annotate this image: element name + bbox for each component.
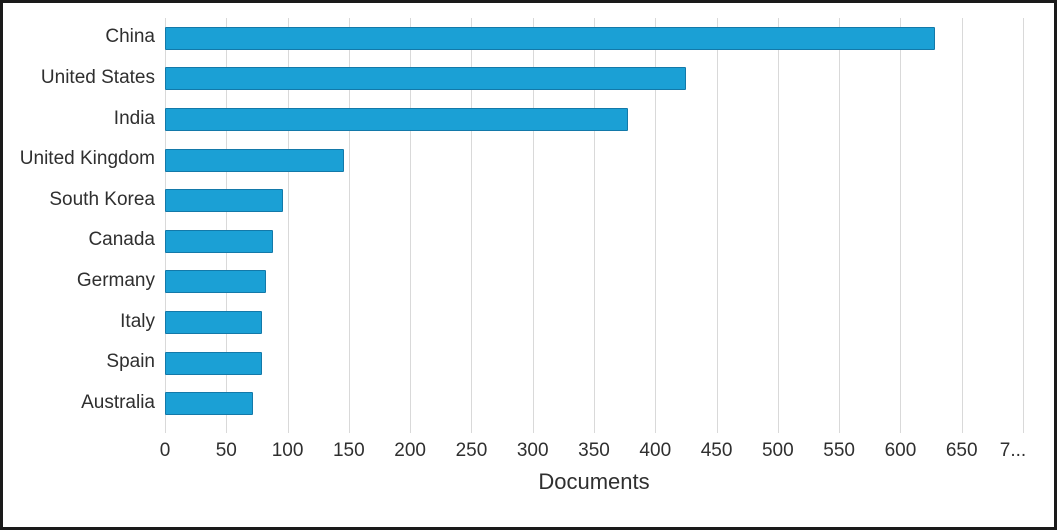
- x-axis-title: Documents: [538, 469, 650, 494]
- category-label: South Korea: [49, 188, 155, 210]
- bar: [165, 229, 273, 253]
- bar: [165, 148, 344, 172]
- x-tick-label: 250: [455, 440, 488, 461]
- gridline: [348, 18, 350, 433]
- category-label: Australia: [81, 391, 155, 413]
- bar: [165, 67, 686, 91]
- x-tick-label: 100: [271, 440, 304, 461]
- gridline: [287, 18, 289, 433]
- x-tick-label: 150: [332, 440, 365, 461]
- category-label: India: [113, 107, 155, 129]
- gridline: [532, 18, 534, 433]
- bar: [165, 108, 629, 131]
- gridline: [655, 18, 657, 433]
- gridline: [226, 18, 228, 433]
- bar: [165, 392, 254, 416]
- bar: [165, 189, 283, 213]
- x-tick-label: 650: [945, 440, 978, 461]
- category-label: Canada: [88, 229, 155, 251]
- x-tick-label: 450: [700, 440, 733, 461]
- bar: [165, 351, 262, 375]
- gridline: [777, 18, 779, 433]
- gridline: [471, 18, 473, 433]
- x-tick-label: 500: [761, 440, 794, 461]
- category-label: Italy: [120, 310, 155, 332]
- plot-area: Documents 0 50 100 150 200 250 300 350 400 450 500…: [3, 3, 1054, 527]
- x-tick-label: 200: [394, 440, 426, 461]
- gridline: [839, 18, 841, 433]
- category-label: United States: [40, 66, 155, 88]
- gridline: [716, 18, 718, 433]
- gridline: [165, 18, 166, 433]
- bar: [165, 26, 935, 50]
- x-tick-label: 600: [884, 440, 917, 461]
- category-label: Germany: [76, 269, 155, 291]
- x-tick-label: 350: [578, 440, 610, 461]
- x-tick-label: 7...: [999, 440, 1027, 461]
- x-tick-label: 550: [823, 440, 855, 461]
- x-tick-label: 300: [516, 440, 549, 461]
- x-tick-label: 50: [215, 440, 237, 461]
- gridline: [410, 18, 412, 433]
- gridline: [961, 18, 963, 433]
- bar: [165, 311, 262, 334]
- x-tick-label: 0: [159, 440, 171, 461]
- category-label: China: [105, 26, 155, 48]
- category-label: Spain: [106, 351, 155, 373]
- x-tick-label: 400: [639, 440, 672, 461]
- bar: [165, 270, 266, 294]
- category-label: United Kingdom: [19, 148, 155, 170]
- gridline: [1023, 18, 1024, 433]
- gridline: [594, 18, 595, 433]
- gridline: [900, 18, 902, 433]
